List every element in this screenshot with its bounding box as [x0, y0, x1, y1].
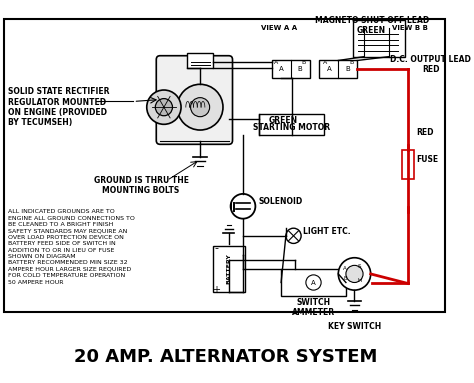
Text: BATTERY: BATTERY: [226, 253, 231, 284]
Text: B: B: [343, 276, 347, 281]
Text: A: A: [311, 280, 316, 285]
Bar: [319, 61, 357, 78]
Circle shape: [338, 258, 371, 290]
Text: -: -: [214, 243, 219, 253]
Bar: [4, 18, 445, 312]
Text: MAGNETO SHUT OFF LEAD
GREEN: MAGNETO SHUT OFF LEAD GREEN: [315, 16, 429, 35]
Text: A: A: [279, 66, 283, 72]
Text: 20 AMP. ALTERNATOR SYSTEM: 20 AMP. ALTERNATOR SYSTEM: [74, 349, 377, 367]
Bar: [272, 61, 310, 78]
Text: D.C. OUTPUT LEAD
RED: D.C. OUTPUT LEAD RED: [390, 55, 471, 74]
Text: A: A: [328, 66, 332, 72]
Text: SWITCH
AMMETER: SWITCH AMMETER: [292, 298, 335, 317]
Text: S: S: [357, 264, 361, 269]
Bar: [402, 150, 414, 178]
Bar: [281, 269, 346, 296]
Text: LIGHT ETC.: LIGHT ETC.: [303, 227, 351, 236]
Text: A: A: [343, 266, 347, 271]
Bar: [259, 114, 324, 135]
Bar: [187, 53, 213, 68]
Text: H: H: [357, 278, 361, 283]
Text: B: B: [349, 59, 354, 64]
Text: VIEW A A: VIEW A A: [261, 25, 297, 31]
Text: ALL INDICATED GROUNDS ARE TO
ENGINE ALL GROUND CONNECTIONS TO
BE CLEANED TO A BR: ALL INDICATED GROUNDS ARE TO ENGINE ALL …: [8, 209, 135, 285]
Text: A: A: [323, 59, 327, 64]
Circle shape: [306, 275, 321, 290]
Bar: [212, 246, 245, 292]
Text: RED: RED: [417, 128, 434, 137]
Text: GROUND IS THRU THE
MOUNTING BOLTS: GROUND IS THRU THE MOUNTING BOLTS: [93, 176, 189, 195]
Text: B: B: [301, 59, 305, 64]
Circle shape: [155, 98, 173, 116]
Text: +: +: [212, 285, 220, 295]
Circle shape: [147, 90, 181, 124]
Text: KEY SWITCH: KEY SWITCH: [328, 322, 381, 331]
Circle shape: [177, 84, 223, 130]
Circle shape: [346, 265, 363, 283]
Text: SOLID STATE RECTIFIER
REGULATOR MOUNTED
ON ENGINE (PROVIDED
BY TECUMSEH): SOLID STATE RECTIFIER REGULATOR MOUNTED …: [8, 87, 109, 128]
Circle shape: [231, 194, 255, 219]
Text: FUSE: FUSE: [417, 155, 438, 164]
Text: B: B: [298, 66, 302, 72]
Text: B: B: [346, 66, 350, 72]
Text: VIEW B B: VIEW B B: [392, 25, 428, 31]
Text: SOLENOID: SOLENOID: [258, 197, 302, 206]
Text: STARTING MOTOR: STARTING MOTOR: [253, 123, 330, 133]
Circle shape: [286, 228, 301, 244]
Circle shape: [191, 98, 210, 117]
Text: GREEN: GREEN: [269, 116, 298, 125]
FancyBboxPatch shape: [156, 56, 233, 144]
Bar: [353, 20, 405, 57]
Text: A: A: [274, 59, 278, 64]
